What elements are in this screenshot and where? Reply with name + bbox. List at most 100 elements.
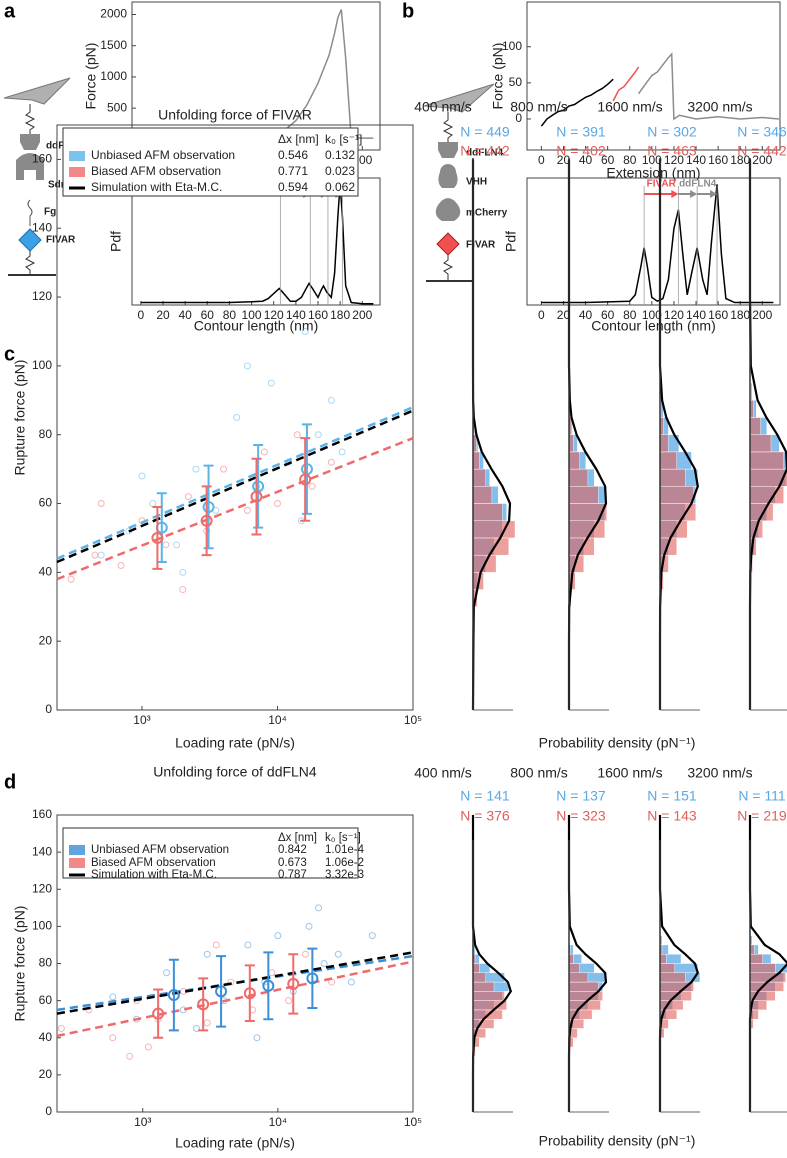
y-axis-label: Force (pN) — [490, 43, 506, 110]
scatter-point — [314, 431, 322, 439]
n-label: N = 302 — [647, 124, 697, 140]
legend-dx: 0.771 — [278, 164, 308, 178]
x-axis-label: Loading rate (pN/s) — [175, 1135, 295, 1151]
hist-bar — [659, 468, 686, 487]
n-label: N = 463 — [647, 143, 697, 159]
n-label: N = 346 — [737, 124, 787, 140]
y-tick-label: 40 — [39, 565, 53, 579]
hist-bar — [568, 981, 599, 992]
fit-line — [56, 409, 414, 564]
x-tick-label: 0 — [138, 308, 145, 322]
y-tick-label: 140 — [32, 844, 52, 858]
legend-k0: 3.32e-3 — [325, 869, 364, 881]
mean-point — [152, 1007, 165, 1020]
data-line — [612, 66, 640, 102]
hist-bar — [659, 972, 686, 983]
y-tick-label: 50 — [509, 75, 523, 89]
x-tick-label: 0 — [538, 153, 545, 167]
x-tick-label: 10³ — [134, 1115, 151, 1129]
error-bar — [253, 444, 264, 529]
y-tick-label: 80 — [39, 956, 53, 970]
panel-label: c — [4, 343, 15, 365]
scatter-point — [368, 932, 376, 940]
hist-bar — [659, 520, 688, 539]
facet-title: 1600 nm/s — [597, 99, 662, 115]
legend-k0: 0.023 — [325, 164, 355, 178]
x-tick-label: 40 — [579, 308, 593, 322]
x-tick-label: 140 — [286, 308, 306, 322]
fit-line — [56, 436, 414, 581]
schematic-label: mCherry — [466, 208, 508, 219]
hist-bar — [749, 963, 776, 973]
scatter-point — [179, 568, 187, 576]
n-label: N = 391 — [556, 124, 606, 140]
legend-dx: 0.546 — [278, 148, 308, 162]
scatter-point — [179, 586, 187, 594]
scatter-point — [320, 960, 328, 967]
panel-label: d — [4, 771, 16, 793]
scatter-point — [57, 1024, 65, 1032]
x-tick-label: 80 — [223, 308, 237, 322]
scatter-point — [220, 465, 228, 473]
n-label: N = 323 — [556, 808, 606, 824]
hist-bar — [472, 468, 486, 487]
x-tick-label: 100 — [642, 308, 662, 322]
fit-line — [56, 951, 414, 1015]
axes-frame — [56, 124, 414, 711]
hist-bar — [472, 503, 503, 521]
schematic-label: FIVAR — [466, 240, 496, 251]
mean-point — [200, 514, 213, 527]
hist-bar — [659, 963, 675, 973]
x-tick-label: 120 — [664, 153, 684, 167]
y-tick-label: 2000 — [100, 7, 127, 21]
scatter-point — [138, 472, 146, 480]
hist-bar — [749, 434, 772, 453]
legend-label: Unbiased AFM observation — [91, 844, 229, 856]
axes-frame — [526, 1, 781, 151]
scatter-point — [109, 1034, 117, 1042]
scatter-point — [243, 506, 251, 514]
scatter-point — [163, 969, 171, 977]
hist-bar — [472, 486, 493, 504]
arrow-head — [690, 190, 698, 198]
x-tick-label: 10³ — [133, 713, 150, 727]
mean-point — [306, 972, 319, 985]
scatter-point — [267, 379, 275, 387]
hist-bar — [472, 972, 486, 983]
y-tick-label: 100 — [32, 358, 52, 372]
legend-label: Biased AFM observation — [91, 857, 216, 869]
scatter-point — [268, 969, 276, 977]
sdrg-shape — [16, 153, 44, 180]
legend-label: Unbiased AFM observation — [91, 148, 235, 162]
legend-dx: 0.673 — [278, 857, 307, 869]
x-axis-label: Contour length (nm) — [194, 318, 319, 334]
scatter-point — [301, 327, 309, 335]
legend-k0: 0.132 — [325, 148, 355, 162]
y-tick-label: 160 — [32, 807, 52, 821]
mean-point — [299, 473, 312, 486]
scatter-point — [109, 993, 117, 1001]
x-tick-label: 40 — [178, 308, 192, 322]
scatter-point — [347, 978, 355, 986]
ddfln4-shape — [20, 134, 40, 150]
y-axis-label: Rupture force (pN) — [12, 906, 28, 1022]
legend-label: Biased AFM observation — [91, 164, 221, 178]
scatter-point — [243, 362, 251, 370]
n-label: N = 376 — [460, 808, 510, 824]
scatter-point — [315, 904, 323, 912]
schematic-label: VHH — [466, 177, 487, 188]
y-tick-label: 0 — [45, 1104, 52, 1118]
axes-frame — [131, 177, 381, 306]
hist-bar — [659, 434, 669, 453]
linker — [442, 112, 454, 142]
x-tick-label: 160 — [308, 308, 328, 322]
n-label: N = 137 — [556, 788, 606, 804]
y-tick-label: 60 — [39, 993, 53, 1007]
scatter-point — [273, 500, 281, 508]
y-tick-label: 0 — [45, 702, 52, 716]
vhh-shape — [438, 164, 458, 188]
hist-bar — [568, 972, 589, 983]
x-tick-label: 80 — [623, 308, 637, 322]
x-tick-label: 180 — [330, 308, 350, 322]
schematic-label: Sdrg — [48, 180, 71, 191]
